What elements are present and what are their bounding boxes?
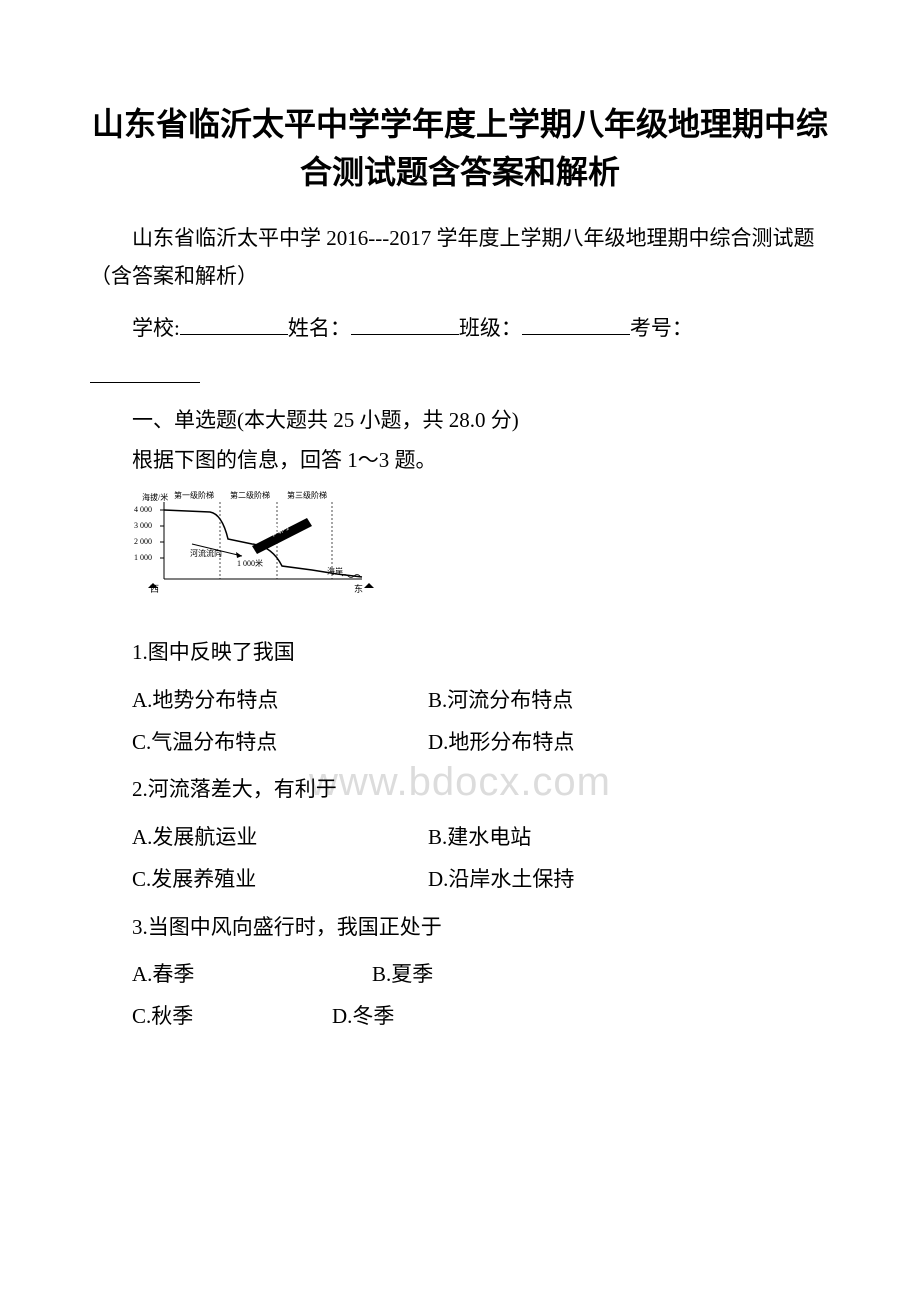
coast-label: 海岸 — [327, 566, 343, 576]
mid-label: 1 000米 — [237, 558, 263, 568]
question-3-options: A.春季 B.夏季 C.秋季 D.冬季 — [132, 957, 830, 1034]
y-tick-4000: 4 000 — [134, 505, 152, 514]
q2-option-a: A.发展航运业 — [132, 820, 428, 856]
river-label: 河流流向 — [190, 548, 222, 558]
subtitle-text: 山东省临沂太平中学 2016---2017 学年度上学期八年级地理期中综合测试题… — [90, 220, 830, 296]
q3-option-c: C.秋季 — [132, 999, 332, 1035]
school-blank[interactable] — [180, 313, 288, 335]
q2-option-c: C.发展养殖业 — [132, 862, 428, 898]
instruction-text: 根据下图的信息，回答 1～3 题。 — [90, 444, 830, 474]
question-2-options: A.发展航运业 B.建水电站 C.发展养殖业 D.沿岸水土保持 — [132, 820, 830, 897]
y-tick-3000: 3 000 — [134, 521, 152, 530]
class-blank[interactable] — [522, 313, 630, 335]
name-blank[interactable] — [351, 313, 459, 335]
question-1-stem: 1.图中反映了我国 — [90, 635, 830, 671]
q2-option-b: B.建水电站 — [428, 820, 531, 856]
step-label-1: 第一级阶梯 — [174, 490, 214, 500]
terrain-diagram: 海拔/米 4 000 3 000 2 000 1 000 第一级阶梯 第二级阶梯… — [132, 484, 377, 599]
school-label: 学校: — [132, 316, 180, 340]
q1-option-c: C.气温分布特点 — [132, 725, 428, 761]
y-tick-1000: 1 000 — [134, 553, 152, 562]
examno-label: 考号： — [630, 316, 693, 340]
page-title: 山东省临沂太平中学学年度上学期八年级地理期中综合测试题含答案和解析 — [90, 100, 830, 196]
river-arrow-head — [236, 552, 242, 558]
q3-option-a: A.春季 — [132, 957, 372, 993]
q3-option-d: D.冬季 — [332, 999, 394, 1035]
q1-option-a: A.地势分布特点 — [132, 683, 428, 719]
y-tick-2000: 2 000 — [134, 537, 152, 546]
y-axis-label: 海拔/米 — [142, 492, 168, 502]
step-label-3: 第三级阶梯 — [287, 490, 327, 500]
q1-option-b: B.河流分布特点 — [428, 683, 573, 719]
question-1-options: A.地势分布特点 B.河流分布特点 C.气温分布特点 D.地形分布特点 — [132, 683, 830, 760]
form-fields-line: 学校: 姓名： 班级： 考号： — [90, 310, 830, 348]
question-2-stem: 2.河流落差大，有利于 — [90, 772, 830, 808]
diagram-svg: 海拔/米 4 000 3 000 2 000 1 000 第一级阶梯 第二级阶梯… — [132, 484, 377, 599]
name-label: 姓名： — [288, 316, 351, 340]
document-content: 山东省临沂太平中学学年度上学期八年级地理期中综合测试题含答案和解析 山东省临沂太… — [90, 100, 830, 1035]
east-arrow-icon — [364, 583, 374, 588]
step-label-2: 第二级阶梯 — [230, 490, 270, 500]
class-label: 班级： — [459, 316, 522, 340]
q1-option-d: D.地形分布特点 — [428, 725, 574, 761]
section-header: 一、单选题(本大题共 25 小题，共 28.0 分) — [90, 404, 830, 434]
question-3-stem: 3.当图中风向盛行时，我国正处于 — [90, 910, 830, 946]
q3-option-b: B.夏季 — [372, 957, 433, 993]
examno-blank[interactable] — [90, 361, 200, 383]
x-right-label: 东 — [354, 583, 363, 594]
q2-option-d: D.沿岸水土保持 — [428, 862, 574, 898]
